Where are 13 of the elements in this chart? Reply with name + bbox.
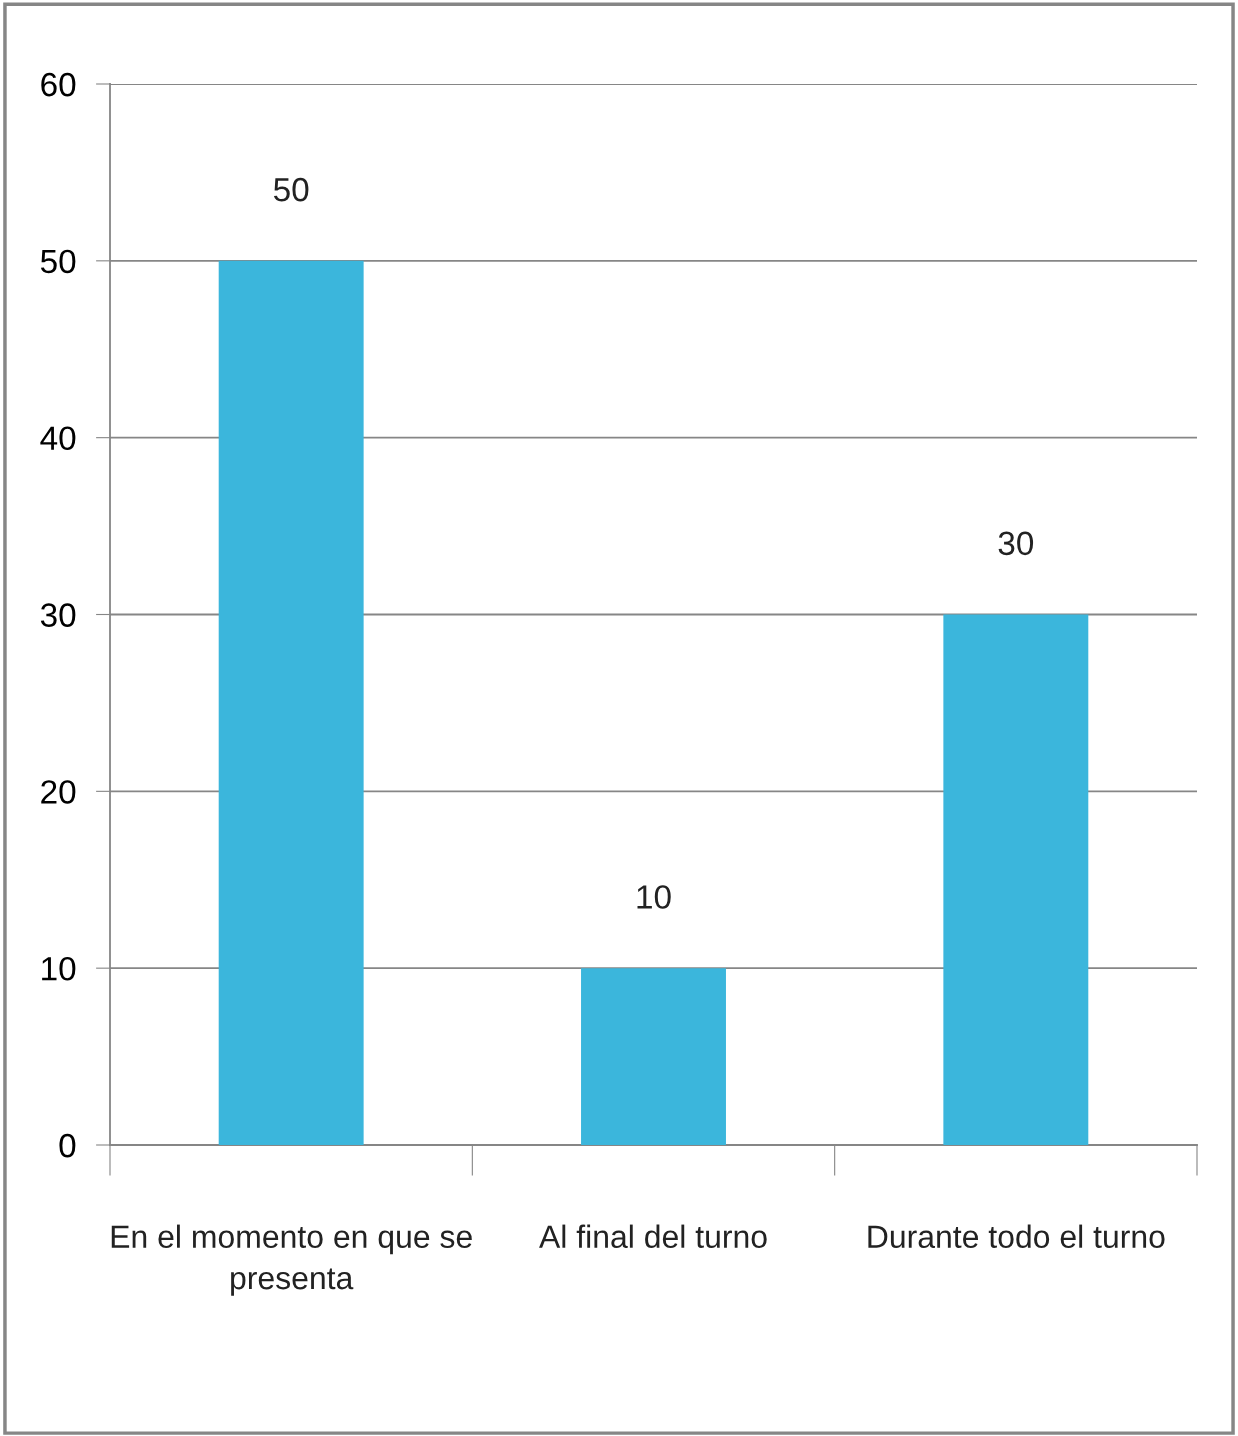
x-tick-label: Durante todo el turno xyxy=(868,1224,1165,1249)
y-tick-label: 0 xyxy=(59,1133,76,1158)
y-tick-label: 30 xyxy=(40,603,76,627)
y-tick-label: 10 xyxy=(42,956,76,981)
data-label: 50 xyxy=(273,177,309,202)
data-label: 30 xyxy=(998,531,1034,556)
y-tick-label: 20 xyxy=(41,780,76,804)
y-tick-label: 50 xyxy=(40,249,76,274)
x-tick-label: Al final del turno xyxy=(539,1224,767,1249)
data-label: 10 xyxy=(637,885,671,909)
y-tick-label: 40 xyxy=(40,426,76,451)
x-tick-label: En el momento en que se presenta xyxy=(111,1224,472,1296)
y-tick-label: 60 xyxy=(41,72,76,97)
